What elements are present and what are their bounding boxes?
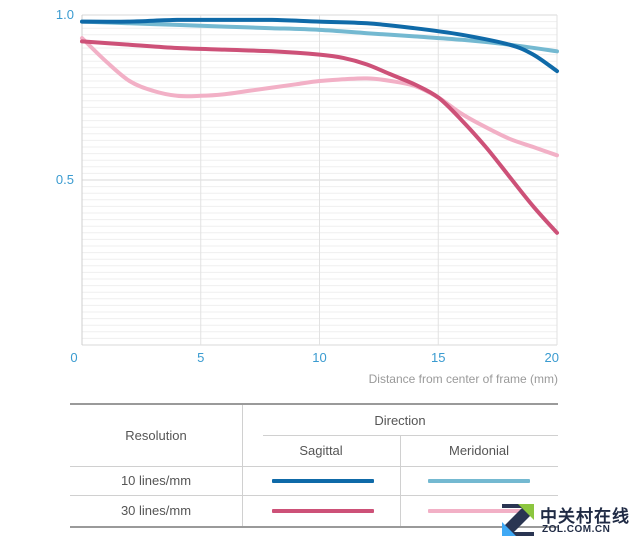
chart-series: [80, 17, 559, 235]
series-line-0: [80, 17, 559, 74]
x-tick-label: 10: [312, 350, 326, 365]
brand-cn: 中关村在线: [540, 507, 630, 526]
resolution-header: Resolution: [125, 428, 187, 443]
x-tick-label: 15: [431, 350, 445, 365]
row-30-label: 30 lines/mm: [120, 503, 192, 518]
swatch-10-sagittal: [272, 479, 374, 483]
row-10-label: 10 lines/mm: [120, 473, 192, 488]
series-line-2: [80, 39, 559, 235]
series-line-1: [80, 19, 559, 54]
x-tick-label: 5: [197, 350, 204, 365]
direction-header: Direction: [374, 412, 426, 428]
y-tick-label: 0.5: [56, 172, 74, 187]
swatch-30-meridonial: [428, 509, 530, 513]
zol-logo-icon: [502, 504, 534, 536]
chart-grid: [81, 14, 558, 346]
zol-watermark: 中关村在线 ZOL.COM.CN: [500, 502, 630, 542]
swatch-30-sagittal: [272, 509, 374, 513]
swatch-10-meridonial: [428, 479, 530, 483]
x-tick-label: 0: [70, 350, 77, 365]
mtf-chart: 1.0 0.5 0 5 10 15 20 Distance from center of f…: [56, 7, 559, 386]
chart-ticks: 1.0 0.5 0 5 10 15 20: [56, 7, 559, 365]
x-tick-label: 20: [545, 350, 559, 365]
y-tick-label: 1.0: [56, 7, 74, 22]
legend-table: Resolution Direction Sagittal Meridonial…: [70, 403, 558, 528]
sagittal-header: Sagittal: [299, 443, 343, 458]
series-line-3: [80, 36, 559, 158]
x-axis-label: Distance from center of frame (mm): [369, 372, 558, 386]
meridonial-header: Meridonial: [449, 443, 509, 458]
brand-en: ZOL.COM.CN: [542, 524, 611, 535]
